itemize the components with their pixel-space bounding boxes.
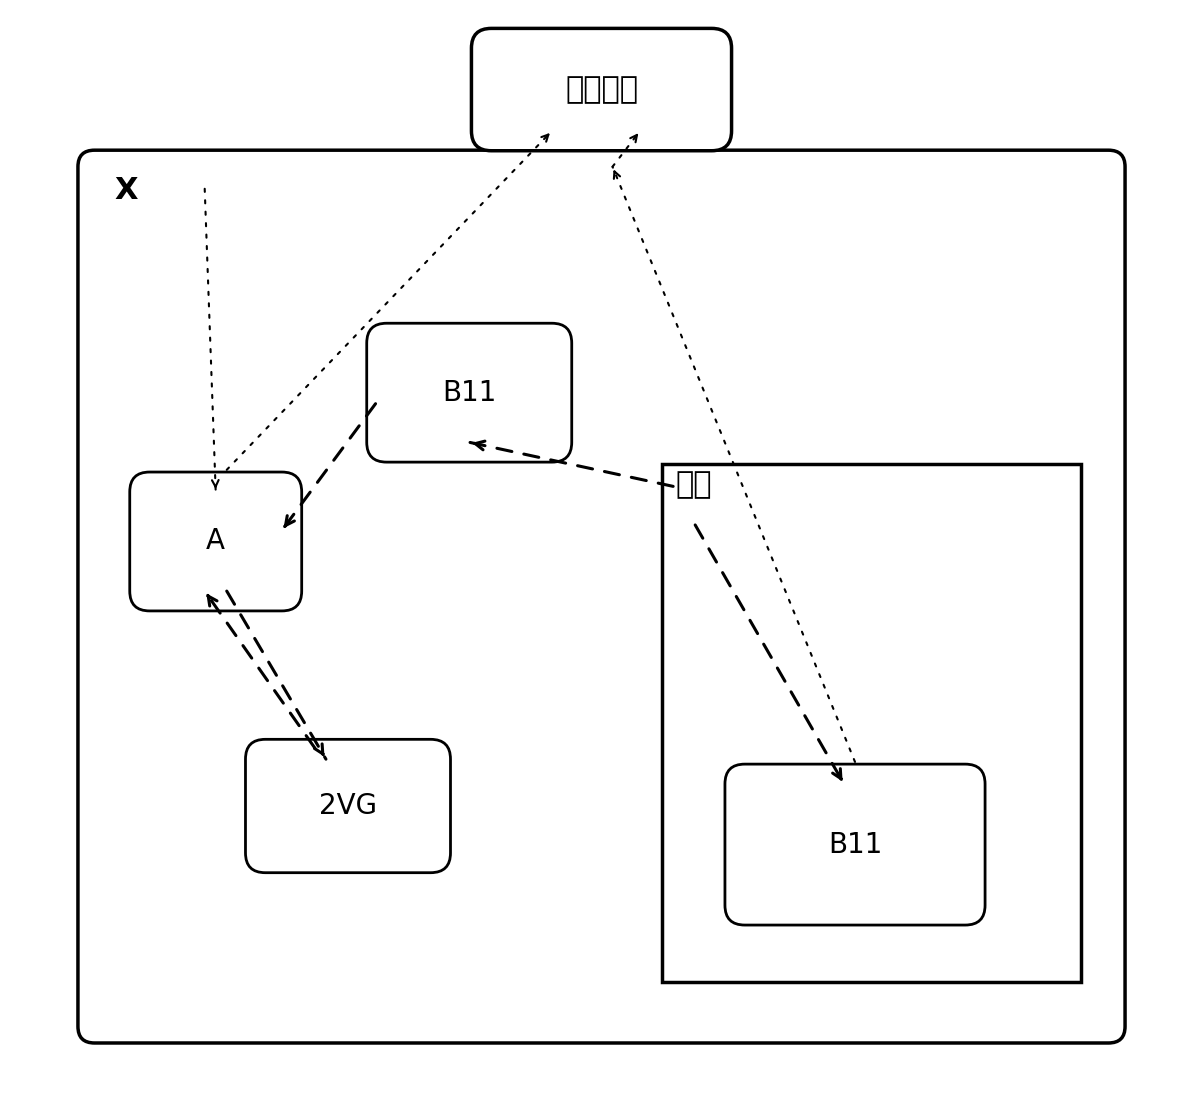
FancyBboxPatch shape — [130, 472, 302, 611]
FancyBboxPatch shape — [725, 765, 985, 925]
Text: 2VG: 2VG — [319, 792, 377, 820]
FancyBboxPatch shape — [472, 29, 731, 150]
FancyBboxPatch shape — [78, 150, 1125, 1043]
Text: X: X — [114, 176, 138, 204]
FancyBboxPatch shape — [245, 739, 450, 873]
Text: A: A — [206, 527, 225, 556]
Text: 机柜组件: 机柜组件 — [565, 75, 638, 104]
Text: B11: B11 — [828, 831, 882, 859]
Text: B11: B11 — [442, 379, 497, 407]
Bar — [662, 464, 1081, 982]
FancyBboxPatch shape — [367, 324, 571, 462]
Text: 燃油: 燃油 — [675, 470, 712, 498]
